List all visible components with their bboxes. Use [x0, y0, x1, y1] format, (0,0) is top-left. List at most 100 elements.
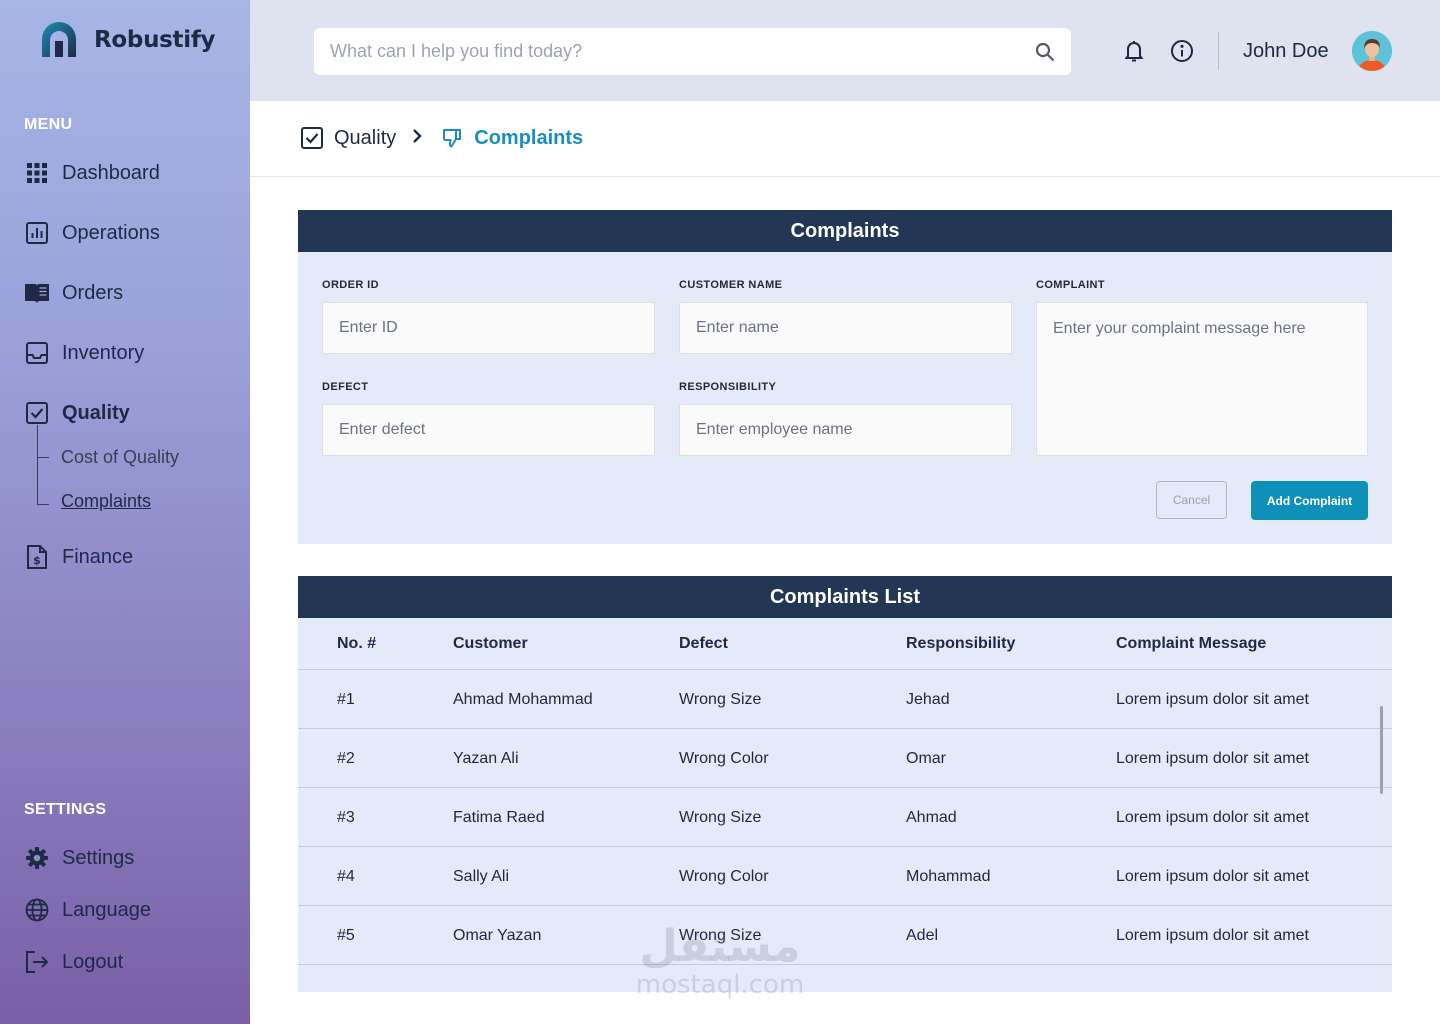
- table-row[interactable]: #2 Yazan Ali Wrong Color Omar Lorem ipsu…: [298, 729, 1392, 788]
- sidebar-item-language[interactable]: Language: [24, 897, 151, 923]
- bell-icon[interactable]: [1121, 38, 1147, 64]
- sidebar-item-label: Operations: [62, 221, 160, 244]
- defect-label: DEFECT: [322, 381, 369, 393]
- column-header-customer[interactable]: Customer: [453, 635, 528, 652]
- table-title: Complaints List: [298, 576, 1392, 618]
- table-row[interactable]: #5 Omar Yazan Wrong Size Adel Lorem ipsu…: [298, 906, 1392, 965]
- complaint-label: COMPLAINT: [1036, 279, 1105, 291]
- watermark: مستقل mostaql.com: [632, 921, 808, 1000]
- breadcrumb-quality[interactable]: Quality: [334, 126, 397, 149]
- cell-complaint-message: Lorem ipsum dolor sit amet: [1116, 867, 1309, 885]
- cell-complaint-message: Lorem ipsum dolor sit amet: [1116, 690, 1309, 708]
- sidebar-item-label: Settings: [62, 846, 135, 869]
- cell-customer: Fatima Raed: [453, 808, 545, 826]
- cell-customer: Yazan Ali: [453, 749, 519, 767]
- cell-number: #4: [337, 867, 355, 885]
- breadcrumb-divider: [250, 176, 1440, 177]
- svg-text:$: $: [33, 554, 41, 567]
- breadcrumb: Quality Complaints: [300, 126, 583, 150]
- inbox-icon: [24, 340, 50, 366]
- chevron-right-icon: [412, 127, 422, 150]
- form-title: Complaints: [298, 210, 1392, 252]
- table-header-row: No. # Customer Defect Responsibility Com…: [298, 618, 1392, 670]
- sidebar-item-quality[interactable]: Quality: [24, 400, 130, 426]
- cell-number: #2: [337, 749, 355, 767]
- cell-number: #5: [337, 926, 355, 944]
- invoice-icon: $: [24, 544, 50, 570]
- customer-name-field[interactable]: [679, 302, 1012, 354]
- cell-defect: Wrong Size: [679, 926, 762, 944]
- checkbox-icon: [300, 126, 324, 150]
- cell-complaint-message: Lorem ipsum dolor sit amet: [1116, 749, 1309, 767]
- customer-name-label: CUSTOMER NAME: [679, 279, 783, 291]
- sidebar-item-label: Logout: [62, 950, 124, 973]
- cell-number: #1: [337, 690, 355, 708]
- cell-complaint-message: Lorem ipsum dolor sit amet: [1116, 926, 1309, 944]
- grid-icon: [24, 160, 50, 186]
- sidebar-item-orders[interactable]: Orders: [24, 280, 123, 306]
- add-complaint-button[interactable]: Add Complaint: [1251, 481, 1368, 520]
- cell-number: #3: [337, 808, 355, 826]
- sidebar-item-inventory[interactable]: Inventory: [24, 340, 144, 366]
- column-header-defect[interactable]: Defect: [679, 635, 728, 652]
- info-icon[interactable]: [1169, 38, 1195, 64]
- sidebar-item-logout[interactable]: Logout: [24, 949, 123, 975]
- cell-defect: Wrong Size: [679, 808, 762, 826]
- sidebar-item-label: Orders: [62, 281, 124, 304]
- table-row[interactable]: #4 Sally Ali Wrong Color Mohammad Lorem …: [298, 847, 1392, 906]
- order-id-label: ORDER ID: [322, 279, 379, 291]
- cell-customer: Ahmad Mohammad: [453, 690, 593, 708]
- order-id-field[interactable]: [322, 302, 655, 354]
- sidebar-item-label: Language: [62, 898, 151, 921]
- cell-responsibility: Omar: [906, 749, 946, 767]
- settings-heading: SETTINGS: [24, 801, 107, 818]
- submenu-tree-branch: [37, 504, 49, 505]
- table-scrollbar[interactable]: [1380, 706, 1383, 794]
- complaint-textarea[interactable]: [1036, 302, 1368, 456]
- cell-responsibility: Ahmad: [906, 808, 957, 826]
- app-name: Robustify: [94, 27, 216, 53]
- user-name[interactable]: John Doe: [1243, 40, 1329, 62]
- table-row[interactable]: #1 Ahmad Mohammad Wrong Size Jehad Lorem…: [298, 670, 1392, 729]
- cell-responsibility: Mohammad: [906, 867, 991, 885]
- cell-defect: Wrong Size: [679, 690, 762, 708]
- submenu-tree-branch: [37, 457, 49, 458]
- sidebar-item-settings[interactable]: Settings: [24, 845, 134, 871]
- header-divider: [1218, 32, 1219, 70]
- sidebar-subitem-cost-of-quality[interactable]: Cost of Quality: [61, 447, 180, 467]
- cell-customer: Sally Ali: [453, 867, 510, 885]
- table-row[interactable]: #3 Fatima Raed Wrong Size Ahmad Lorem ip…: [298, 788, 1392, 847]
- cancel-button[interactable]: Cancel: [1156, 481, 1227, 519]
- search-icon[interactable]: [1035, 42, 1055, 62]
- cell-defect: Wrong Color: [679, 749, 769, 767]
- defect-field[interactable]: [322, 404, 655, 456]
- sidebar-item-label: Inventory: [62, 341, 145, 364]
- cell-responsibility: Jehad: [906, 690, 950, 708]
- book-icon: [24, 280, 50, 306]
- column-header-complaint-message[interactable]: Complaint Message: [1116, 635, 1267, 652]
- gear-icon: [24, 845, 50, 871]
- watermark-arabic: مستقل: [639, 921, 801, 972]
- search-input[interactable]: [330, 41, 1035, 62]
- column-header-number[interactable]: No. #: [337, 635, 377, 652]
- sidebar-item-finance[interactable]: $ Finance: [24, 544, 133, 570]
- responsibility-field[interactable]: [679, 404, 1012, 456]
- submenu-tree-line: [37, 425, 38, 505]
- checkbox-icon: [24, 400, 50, 426]
- sidebar-item-dashboard[interactable]: Dashboard: [24, 160, 160, 186]
- user-avatar-image: [1352, 31, 1392, 71]
- sidebar: Robustify MENU Dashboard Operations: [0, 0, 250, 1024]
- avatar[interactable]: [1352, 31, 1392, 71]
- cell-customer: Omar Yazan: [453, 926, 542, 944]
- search-box[interactable]: [314, 28, 1071, 75]
- robustify-logo-icon: [42, 22, 76, 57]
- responsibility-label: RESPONSIBILITY: [679, 381, 777, 393]
- breadcrumb-complaints: Complaints: [474, 126, 584, 149]
- column-header-responsibility[interactable]: Responsibility: [906, 635, 1016, 652]
- thumbs-down-icon: [440, 126, 464, 150]
- chart-icon: [24, 220, 50, 246]
- sidebar-subitem-complaints[interactable]: Complaints: [61, 491, 152, 511]
- sidebar-item-operations[interactable]: Operations: [24, 220, 160, 246]
- watermark-latin: mostaql.com: [635, 970, 805, 1000]
- app-logo[interactable]: Robustify: [38, 19, 216, 61]
